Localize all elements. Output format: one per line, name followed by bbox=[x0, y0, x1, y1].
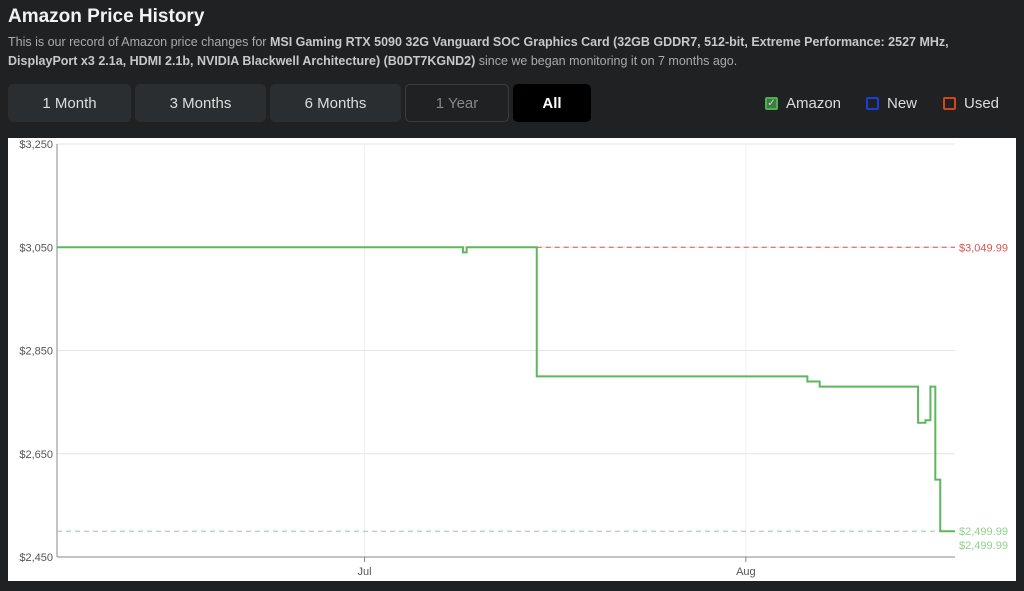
y-tick-label: $3,050 bbox=[19, 242, 53, 254]
price-chart: $3,250 $3,050 $2,850 $2,650 $2,450 Jul Aug $3,0… bbox=[8, 138, 1016, 581]
legend-label: Used bbox=[964, 95, 1000, 112]
description: This is our record of Amazon price chang… bbox=[8, 33, 1008, 71]
product-name: MSI Gaming RTX 5090 32G Vanguard SOC Gra… bbox=[8, 35, 949, 68]
range-button-6-months[interactable]: 6 Months bbox=[270, 84, 401, 122]
checkbox-icon[interactable]: ✓ bbox=[765, 97, 778, 110]
range-button-1-month[interactable]: 1 Month bbox=[8, 84, 131, 122]
range-button-3-months[interactable]: 3 Months bbox=[135, 84, 266, 122]
price-line-amazon bbox=[57, 246, 955, 533]
legend-amazon[interactable]: ✓ Amazon bbox=[765, 95, 841, 112]
reference-label: $3,049.99 bbox=[959, 242, 1008, 254]
checkbox-icon[interactable] bbox=[943, 97, 956, 110]
desc-pre: This is our record of Amazon price chang… bbox=[8, 35, 270, 49]
y-tick-label: $2,650 bbox=[19, 449, 53, 461]
x-tick-label: Aug bbox=[736, 566, 756, 578]
legend-new[interactable]: New bbox=[866, 95, 917, 112]
legend-label: Amazon bbox=[786, 95, 842, 112]
desc-post: since we began monitoring it on 7 months… bbox=[475, 54, 738, 68]
range-button-all[interactable]: All bbox=[513, 84, 591, 122]
page-title: Amazon Price History bbox=[8, 6, 205, 27]
range-button-1-year[interactable]: 1 Year bbox=[405, 84, 509, 122]
chart-svg: $3,250 $3,050 $2,850 $2,650 $2,450 Jul Aug $3,0… bbox=[19, 139, 1008, 578]
reference-label: $2,499.99 bbox=[959, 526, 1008, 538]
y-tick-label: $3,250 bbox=[19, 139, 53, 151]
x-tick-label: Jul bbox=[358, 566, 372, 578]
legend-used[interactable]: Used bbox=[943, 95, 999, 112]
y-tick-label: $2,450 bbox=[19, 552, 53, 564]
y-tick-label: $2,850 bbox=[19, 346, 53, 358]
price-label: $2,499.99 bbox=[959, 540, 1008, 552]
checkbox-icon[interactable] bbox=[866, 97, 879, 110]
legend-label: New bbox=[887, 95, 918, 112]
